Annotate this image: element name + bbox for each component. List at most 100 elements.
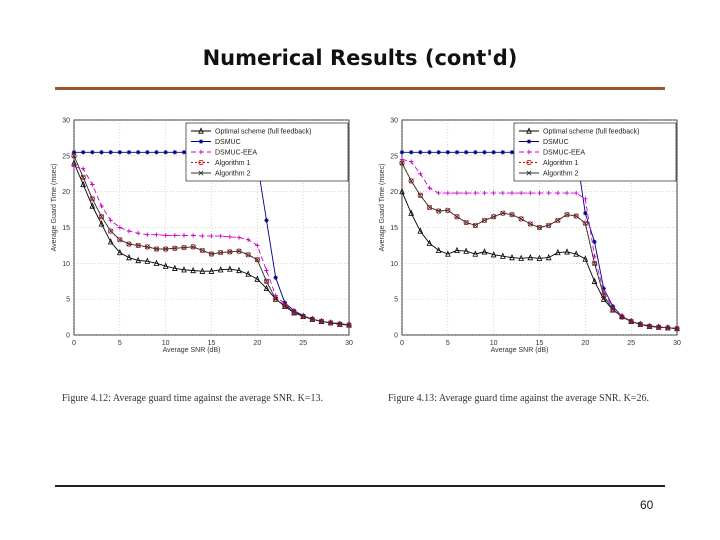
k26-data-point-s1 <box>482 150 487 155</box>
k26-data-point-s1 <box>399 150 405 155</box>
k26-data-point-s1 <box>583 210 588 216</box>
k13-data-point-s0 <box>144 257 151 264</box>
k26-data-point-s0 <box>600 295 607 302</box>
k13-data-point-s1 <box>135 150 141 155</box>
k26-data-point-s4 <box>436 208 442 214</box>
k26-data-point-s3 <box>555 217 561 223</box>
k26-data-point-s0 <box>500 252 506 259</box>
k26-legend-label-4: Algorithm 2 <box>543 171 579 178</box>
k13-xtick-label: 5 <box>118 340 122 347</box>
k26-legend-label-1: DSMUC <box>543 139 569 146</box>
k26-data-point-s3 <box>426 204 433 211</box>
k13-data-point-s1 <box>154 150 159 155</box>
k13-data-point-s2 <box>255 243 260 248</box>
k13-data-point-s2 <box>227 234 233 240</box>
k13-data-point-s1 <box>99 150 104 155</box>
k13-legend-marker-4 <box>198 170 204 176</box>
k26-data-point-s4 <box>610 306 616 312</box>
k13-data-point-s2 <box>80 166 86 171</box>
k13-data-point-s4 <box>126 241 132 247</box>
k13-legend-marker-3 <box>198 159 204 166</box>
k26-data-point-s4 <box>637 321 643 327</box>
k13-data-point-s4 <box>144 244 150 250</box>
k26-data-point-s0 <box>536 254 543 261</box>
k26-data-point-s2 <box>454 190 460 196</box>
k26-ytick-label: 25 <box>390 153 398 160</box>
k26-data-point-s2 <box>463 190 469 196</box>
k26-data-point-s1 <box>473 150 478 155</box>
k26-data-point-s2 <box>537 190 542 196</box>
k13-data-point-s0 <box>254 275 261 282</box>
k13-data-point-s1 <box>273 275 278 280</box>
k13-data-point-s4 <box>108 228 114 234</box>
k13-legend-label-2: DSMUC-EEA <box>215 150 257 157</box>
caption-k13: Figure 4.12: Average guard time against … <box>62 393 323 404</box>
k13-data-point-s4 <box>309 316 315 322</box>
k26-data-point-s4 <box>527 221 533 227</box>
k26-data-point-s3 <box>619 314 625 320</box>
k13-data-point-s0 <box>245 270 251 277</box>
k26-data-point-s0 <box>445 250 451 257</box>
k26-data-point-s0 <box>490 251 497 258</box>
k26-data-point-s0 <box>573 250 579 257</box>
k26-legend-marker-1 <box>526 139 532 144</box>
k26-data-point-s0 <box>408 209 414 216</box>
k13-data-point-s1 <box>80 150 86 155</box>
k26-data-point-s3 <box>417 192 423 198</box>
k13-data-point-s0 <box>107 238 114 245</box>
k13-data-point-s0 <box>153 259 160 266</box>
k26-data-point-s0 <box>481 248 488 255</box>
k13-data-point-s3 <box>263 278 270 284</box>
k26-data-point-s4 <box>491 214 497 220</box>
k26-data-point-s2 <box>528 190 533 196</box>
k13-ylabel: Average Guard Time (msec) <box>51 164 58 252</box>
chart-k26: 0 5 10 15 20 25 30 0 5 10 15 20 25 30 Average SNR (dB)… <box>376 108 686 358</box>
k13-legend-marker-0 <box>198 127 204 134</box>
k13-data-point-s0 <box>190 266 196 274</box>
k13-legend-box <box>185 122 349 182</box>
k13-data-point-s1 <box>126 150 132 155</box>
k26-legend-box <box>513 122 677 182</box>
k13-data-point-s4 <box>245 252 251 258</box>
k13-data-point-s3 <box>108 228 114 234</box>
chart-k13: 0 5 10 15 20 25 30 0 5 10 15 20 25 30 Average SNR (dB)… <box>48 108 358 358</box>
k13-data-point-s3 <box>199 247 205 254</box>
k26-legend-label-3: Algorithm 1 <box>543 160 579 167</box>
k26-data-point-s3 <box>591 260 598 266</box>
k26-data-point-s1 <box>509 150 515 155</box>
k26-xtick-label: 10 <box>490 340 498 347</box>
k13-ytick-label: 20 <box>62 189 70 196</box>
k13-data-point-s4 <box>264 278 269 284</box>
k13-data-point-s4 <box>172 245 178 251</box>
k13-data-point-s3 <box>291 309 297 315</box>
k13-data-point-s4 <box>319 318 324 324</box>
k13-data-point-s0 <box>126 253 132 261</box>
footer-rule <box>55 485 665 487</box>
caption-k26: Figure 4.13: Average guard time against … <box>388 393 649 404</box>
k26-data-point-s2 <box>564 190 570 196</box>
k26-data-point-s4 <box>573 213 579 219</box>
k13-xtick-label: 15 <box>208 340 216 347</box>
k26-data-point-s0 <box>426 239 433 246</box>
k13-data-point-s3 <box>80 174 86 180</box>
k13-data-point-s0 <box>98 220 105 227</box>
k13-data-point-s2 <box>245 237 251 242</box>
k26-data-point-s1 <box>601 286 606 291</box>
k26-data-point-s4 <box>647 323 652 329</box>
k13-data-point-s4 <box>163 246 169 252</box>
k13-ytick-label: 30 <box>62 118 70 125</box>
k26-data-point-s3 <box>472 222 478 228</box>
k13-data-point-s3 <box>71 153 77 159</box>
k13-data-point-s4 <box>135 242 141 248</box>
k26-legend-label-0: Optimal scheme (full feedback) <box>543 129 639 136</box>
k26-data-point-s0 <box>463 247 469 254</box>
k13-data-point-s2 <box>90 182 95 187</box>
k13-data-point-s2 <box>126 228 132 234</box>
k13-data-point-s2 <box>209 233 214 239</box>
chart-k13-svg: 0 5 10 15 20 25 30 0 5 10 15 20 25 30 Average SNR (dB)… <box>51 118 353 355</box>
k13-data-point-s4 <box>199 247 205 253</box>
k13-ytick-label: 15 <box>62 225 70 232</box>
k13-data-point-s2 <box>163 233 168 238</box>
k13-data-point-s3 <box>117 237 123 243</box>
k13-xtick-label: 20 <box>253 340 261 347</box>
